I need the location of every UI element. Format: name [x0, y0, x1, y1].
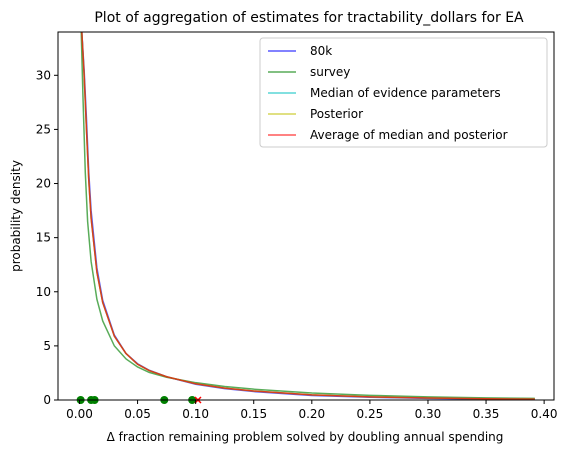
legend-label: 80k — [310, 44, 332, 58]
legend-label: survey — [310, 65, 350, 79]
y-tick-label: 15 — [36, 231, 51, 245]
x-tick-label: 0.05 — [124, 407, 151, 421]
legend-label: Posterior — [310, 107, 363, 121]
x-tick-label: 0.10 — [182, 407, 209, 421]
y-tick-label: 5 — [43, 339, 51, 353]
x-tick-label: 0.15 — [240, 407, 267, 421]
series-layer — [80, 32, 535, 400]
series-line-1 — [80, 32, 535, 400]
x-tick-label: 0.20 — [298, 407, 325, 421]
x-tick-label: 0.25 — [357, 407, 384, 421]
legend: 80k survey Median of evidence parameters Po… — [259, 37, 548, 148]
legend-box — [259, 37, 548, 148]
y-tick-label: 20 — [36, 177, 51, 191]
x-tick-label: 0.40 — [531, 407, 558, 421]
y-tick-label: 10 — [36, 285, 51, 299]
y-tick-label: 0 — [43, 393, 51, 407]
chart-title: Plot of aggregation of estimates for tra… — [94, 10, 524, 26]
series-line-4 — [81, 32, 535, 400]
y-axis-ticks: 0 5 10 15 20 25 30 — [36, 68, 58, 407]
x-tick-label: 0.00 — [66, 407, 93, 421]
y-tick-label: 25 — [36, 122, 51, 136]
x-tick-label: 0.35 — [473, 407, 500, 421]
legend-label: Average of median and posterior — [310, 128, 508, 142]
legend-label: Median of evidence parameters — [310, 86, 501, 100]
y-tick-label: 30 — [36, 68, 51, 82]
x-axis-ticks: 0.00 0.05 0.10 0.15 0.20 0.25 0.30 0.35 0.40 — [66, 400, 557, 421]
x-axis-label: Δ fraction remaining problem solved by d… — [107, 430, 504, 444]
y-axis-label: probability density — [9, 160, 23, 272]
plot-frame — [57, 31, 555, 401]
x-tick-label: 0.30 — [415, 407, 442, 421]
